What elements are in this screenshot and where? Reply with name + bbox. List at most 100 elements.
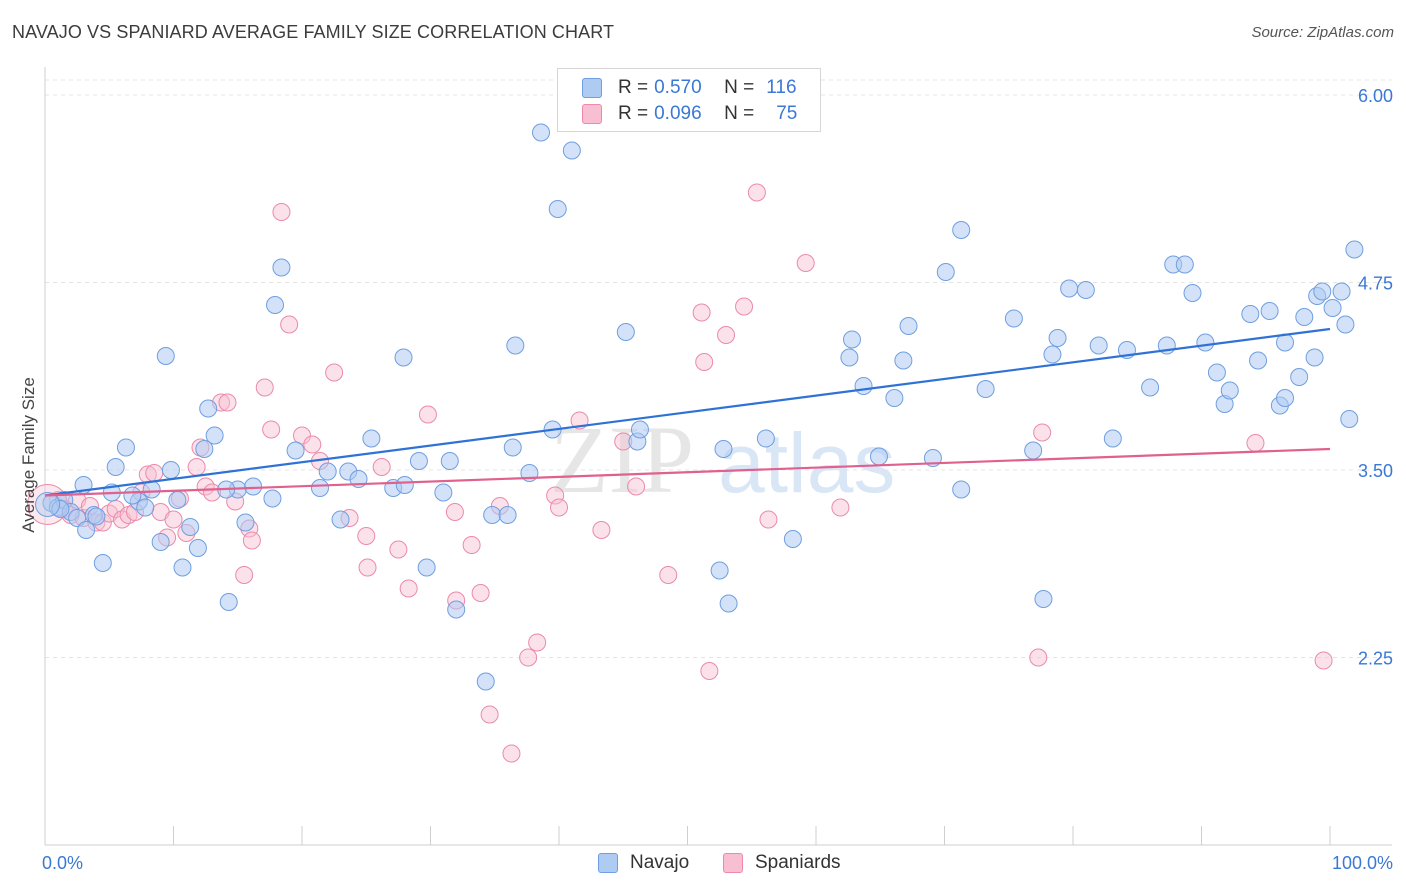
y-tick-label: 6.00 — [1358, 86, 1393, 106]
spaniards-point — [471, 584, 490, 602]
navajo-point — [195, 440, 214, 458]
navajo-point — [1336, 315, 1355, 334]
navajo-point — [434, 483, 453, 502]
navajo-point — [630, 420, 649, 439]
spaniards-point — [717, 326, 736, 344]
y-tick-label: 3.50 — [1358, 461, 1393, 481]
spaniards-point — [418, 405, 437, 424]
navajo-point — [1089, 336, 1108, 355]
navajo-point — [1043, 345, 1062, 364]
navajo-point — [976, 380, 995, 398]
spaniards-point — [372, 458, 391, 476]
navajo-point — [714, 440, 733, 458]
spaniards-point — [700, 662, 719, 680]
navajo-point — [1183, 284, 1202, 302]
spaniards-point — [1314, 651, 1333, 670]
spaniards-point — [831, 498, 850, 517]
navajo-point — [1175, 255, 1194, 274]
navajo-point — [331, 510, 350, 529]
navajo-r-label: R = — [618, 77, 649, 98]
navajo-n-label: N = — [724, 77, 755, 98]
spaniards-trend-line — [44, 447, 1331, 497]
navajo-point — [506, 336, 525, 355]
spaniards-point — [759, 510, 778, 529]
navajo-point — [1290, 368, 1309, 386]
navajo-point — [106, 458, 125, 476]
spaniards-point — [164, 510, 183, 529]
navajo-point — [173, 558, 192, 577]
spaniards-n-value: 75 — [776, 103, 798, 124]
spaniards-point — [235, 566, 254, 584]
axes — [44, 67, 1392, 846]
navajo-point — [272, 258, 291, 277]
spaniards-point — [659, 566, 678, 584]
spaniards-point — [502, 744, 521, 763]
spaniards-point — [1029, 648, 1048, 667]
watermark-zip: ZIP — [550, 406, 694, 513]
navajo-point — [756, 429, 775, 448]
navajo-point — [244, 477, 263, 496]
spaniards-point — [519, 648, 538, 667]
spaniards-point — [187, 458, 206, 476]
spaniards-point — [262, 420, 281, 439]
navajo-legend-swatch — [598, 853, 618, 873]
spaniards-point — [255, 378, 274, 397]
navajo-point — [1295, 308, 1314, 326]
navajo-point — [161, 461, 180, 479]
navajo-point — [123, 486, 142, 505]
spaniards-point — [389, 540, 408, 559]
navajo-point — [77, 521, 96, 539]
navajo-point — [236, 513, 255, 532]
spaniards-point — [293, 426, 311, 445]
navajo-point — [1313, 282, 1332, 301]
spaniards-point — [218, 393, 237, 412]
navajo-point — [440, 452, 459, 470]
navajo-point — [616, 323, 635, 341]
x-tick-label-max: 100.0% — [1332, 853, 1393, 873]
navajo-point — [1260, 302, 1279, 320]
navajo-point — [894, 351, 913, 370]
spaniards-point — [358, 558, 377, 577]
navajo-point — [1340, 410, 1359, 428]
spaniards-point — [692, 303, 711, 322]
spaniards-point — [735, 297, 754, 316]
navajo-point — [710, 561, 729, 580]
navajo-point — [952, 221, 971, 239]
navajo-point — [1345, 240, 1364, 259]
navajo-point — [116, 438, 135, 457]
navajo-point — [263, 489, 282, 508]
navajo-point — [409, 452, 428, 470]
navajo-point — [151, 533, 170, 551]
spaniards-point — [546, 486, 565, 505]
navajo-cluster-point — [35, 492, 61, 517]
navajo-point — [1249, 351, 1268, 370]
spaniards-point — [528, 633, 547, 652]
navajo-point — [1141, 378, 1160, 397]
navajo-point — [1034, 590, 1053, 608]
navajo-point — [199, 399, 218, 418]
spaniards-point — [272, 203, 291, 221]
spaniards-point — [695, 353, 714, 371]
navajo-point — [310, 479, 329, 497]
trend-lines — [44, 327, 1331, 497]
navajo-point — [286, 441, 305, 460]
navajo-point — [205, 426, 224, 445]
spaniards-r-value: 0.096 — [654, 103, 702, 124]
navajo-point — [136, 498, 155, 517]
spaniards-point — [462, 536, 481, 554]
spaniards-point — [747, 183, 766, 202]
spaniards-point — [303, 435, 322, 454]
series-legend: Navajo Spaniards — [0, 852, 1406, 878]
spaniards-point — [1246, 434, 1265, 452]
watermark: ZIP atlas — [550, 406, 895, 513]
spaniards-point — [480, 705, 499, 724]
navajo-point — [362, 429, 381, 448]
legend-item-navajo: Navajo — [598, 852, 689, 874]
navajo-point — [1241, 305, 1260, 323]
spaniards-point — [280, 315, 299, 334]
legend-row-navajo: R = 0.570 N = 116 — [582, 77, 797, 99]
navajo-point — [1024, 441, 1043, 460]
navajo-point — [936, 263, 955, 281]
navajo-point — [447, 600, 466, 619]
